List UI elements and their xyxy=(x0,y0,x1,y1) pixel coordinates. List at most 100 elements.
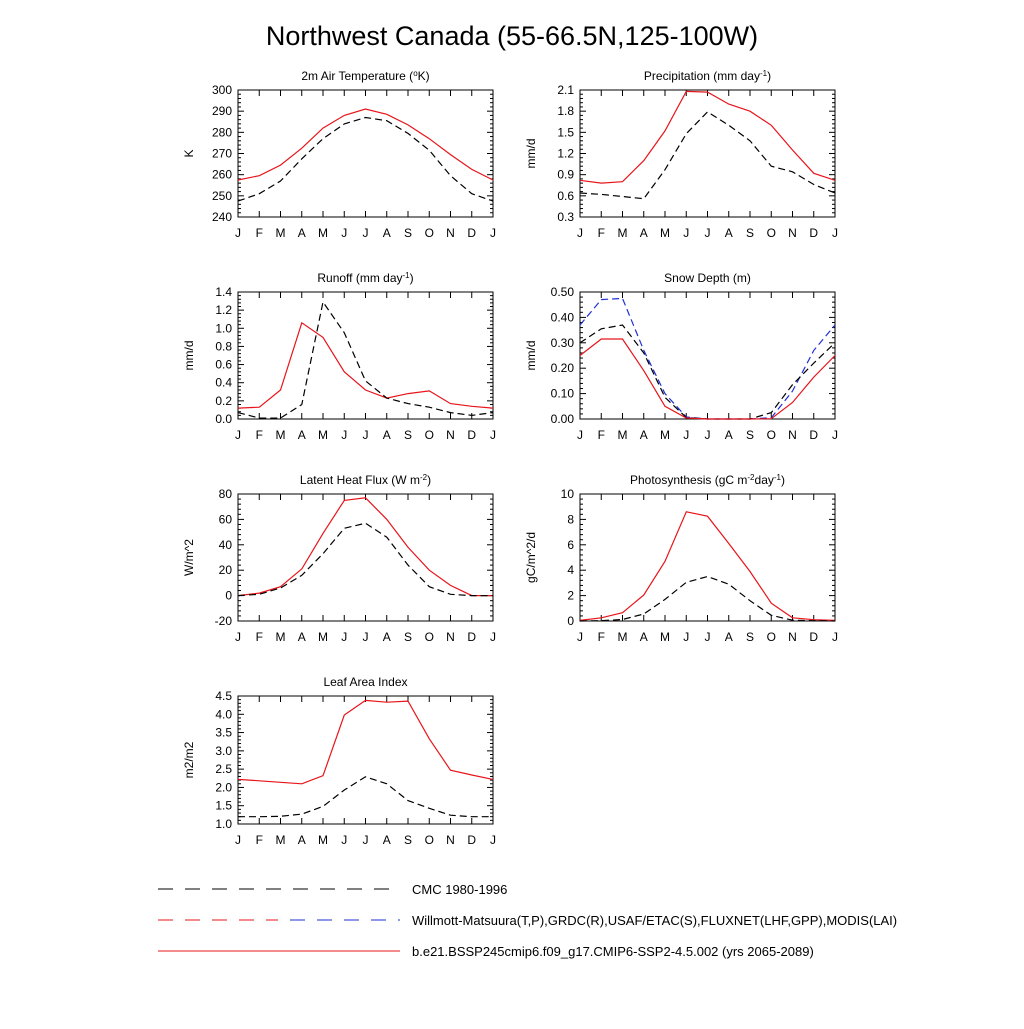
panel-title-part: Photosynthesis (gC m xyxy=(630,473,747,487)
y-tick-label: 3.5 xyxy=(215,726,232,740)
x-tick-label: F xyxy=(598,226,605,240)
x-tick-label: N xyxy=(788,630,797,644)
legend-label: Willmott-Matsuura(T,P),GRDC(R),USAF/ETAC… xyxy=(412,913,897,928)
x-tick-label: J xyxy=(490,630,496,644)
x-tick-label: J xyxy=(363,630,369,644)
x-tick-label: S xyxy=(404,226,412,240)
panel-title-part: K) xyxy=(418,69,430,83)
series-line-obs xyxy=(237,116,494,202)
x-tick-label: M xyxy=(618,630,628,644)
series-line-obs xyxy=(579,575,836,622)
x-tick-label: O xyxy=(767,428,776,442)
panel-title-part: Leaf Area Index xyxy=(323,675,407,689)
y-tick-label: 3.0 xyxy=(215,744,232,758)
y-tick-label: 0.20 xyxy=(551,361,575,375)
x-tick-label: J xyxy=(683,428,689,442)
x-tick-label: O xyxy=(425,833,434,847)
x-tick-label: A xyxy=(298,428,306,442)
x-tick-label: O xyxy=(425,630,434,644)
x-tick-label: J xyxy=(490,833,496,847)
y-tick-label: 1.5 xyxy=(557,125,574,139)
x-tick-label: A xyxy=(640,226,648,240)
y-tick-label: 1.0 xyxy=(215,817,232,831)
x-tick-label: J xyxy=(832,428,838,442)
y-tick-label: 1.0 xyxy=(215,321,232,335)
legend-item: Willmott-Matsuura(T,P),GRDC(R),USAF/ETAC… xyxy=(158,913,897,928)
x-tick-label: S xyxy=(404,428,412,442)
plot-frame xyxy=(579,493,836,622)
x-tick-label: A xyxy=(383,833,391,847)
x-tick-label: J xyxy=(341,226,347,240)
x-tick-label: J xyxy=(363,428,369,442)
y-tick-label: 0 xyxy=(225,589,232,603)
y-tick-label: 2.0 xyxy=(215,780,232,794)
x-tick-label: S xyxy=(746,226,754,240)
x-tick-label: J xyxy=(235,428,241,442)
x-tick-label: D xyxy=(467,226,476,240)
x-tick-label: J xyxy=(705,630,711,644)
x-tick-label: M xyxy=(618,428,628,442)
series-line-obs xyxy=(579,111,836,200)
y-tick-label: 40 xyxy=(219,538,233,552)
x-tick-label: J xyxy=(490,428,496,442)
x-tick-label: M xyxy=(276,833,286,847)
y-tick-label: 80 xyxy=(219,487,233,501)
legend-label: b.e21.BSSP245cmip6.f09_g17.CMIP6-SSP2-4.… xyxy=(412,944,814,959)
x-tick-label: J xyxy=(705,428,711,442)
x-tick-label: A xyxy=(383,226,391,240)
y-tick-label: 0.3 xyxy=(557,210,574,224)
x-tick-label: N xyxy=(446,630,455,644)
x-tick-label: A xyxy=(383,428,391,442)
y-tick-label: 0.8 xyxy=(215,339,232,353)
legend-item: CMC 1980-1996 xyxy=(158,882,507,897)
x-tick-label: F xyxy=(256,833,263,847)
x-tick-label: A xyxy=(640,630,648,644)
y-tick-label: 4.0 xyxy=(215,707,232,721)
panel-title-part: Latent Heat Flux (W m xyxy=(300,473,420,487)
x-tick-label: D xyxy=(467,428,476,442)
series-line-obs_blue xyxy=(579,297,836,420)
x-tick-label: O xyxy=(767,630,776,644)
x-tick-label: S xyxy=(746,630,754,644)
y-tick-label: 1.8 xyxy=(557,104,574,118)
series-line-obs xyxy=(237,300,494,419)
panel-5: Photosynthesis (gC m-2day-1) gC/m^2/d 0 2 4 6… xyxy=(524,473,838,645)
y-tick-label: 1.5 xyxy=(215,799,232,813)
panel-title-part: Runoff (mm day xyxy=(317,271,402,285)
x-tick-label: M xyxy=(660,226,670,240)
y-tick-label: 260 xyxy=(212,168,232,182)
x-tick-label: F xyxy=(256,428,263,442)
x-tick-label: S xyxy=(404,833,412,847)
panel-title-part: -1 xyxy=(774,473,782,482)
legend-label: CMC 1980-1996 xyxy=(412,882,507,897)
x-tick-label: J xyxy=(235,833,241,847)
x-tick-label: N xyxy=(788,226,797,240)
y-tick-label: 1.2 xyxy=(557,147,574,161)
x-tick-label: A xyxy=(725,428,733,442)
x-tick-label: S xyxy=(404,630,412,644)
x-tick-label: M xyxy=(276,428,286,442)
legend-item: b.e21.BSSP245cmip6.f09_g17.CMIP6-SSP2-4.… xyxy=(158,944,814,959)
plot-frame xyxy=(237,493,494,622)
y-tick-label: 1.4 xyxy=(215,285,232,299)
x-tick-label: A xyxy=(298,833,306,847)
panel-title-part: -1 xyxy=(760,69,768,78)
panel-title-part: ) xyxy=(781,473,785,487)
x-tick-label: A xyxy=(383,630,391,644)
y-tick-label: 290 xyxy=(212,104,232,118)
x-tick-label: O xyxy=(767,226,776,240)
legend: CMC 1980-1996 Willmott-Matsuura(T,P),GRDC… xyxy=(158,882,897,959)
y-tick-label: 0.10 xyxy=(551,387,575,401)
x-tick-label: D xyxy=(809,630,818,644)
series-line-obs xyxy=(238,776,493,818)
y-tick-label: 0.6 xyxy=(215,358,232,372)
x-tick-label: J xyxy=(832,630,838,644)
x-tick-label: J xyxy=(490,226,496,240)
plot-frame xyxy=(579,89,836,218)
x-tick-label: M xyxy=(660,428,670,442)
panel-title-part: ) xyxy=(410,271,414,285)
panel-title-part: ) xyxy=(767,69,771,83)
plot-frame xyxy=(237,291,494,420)
